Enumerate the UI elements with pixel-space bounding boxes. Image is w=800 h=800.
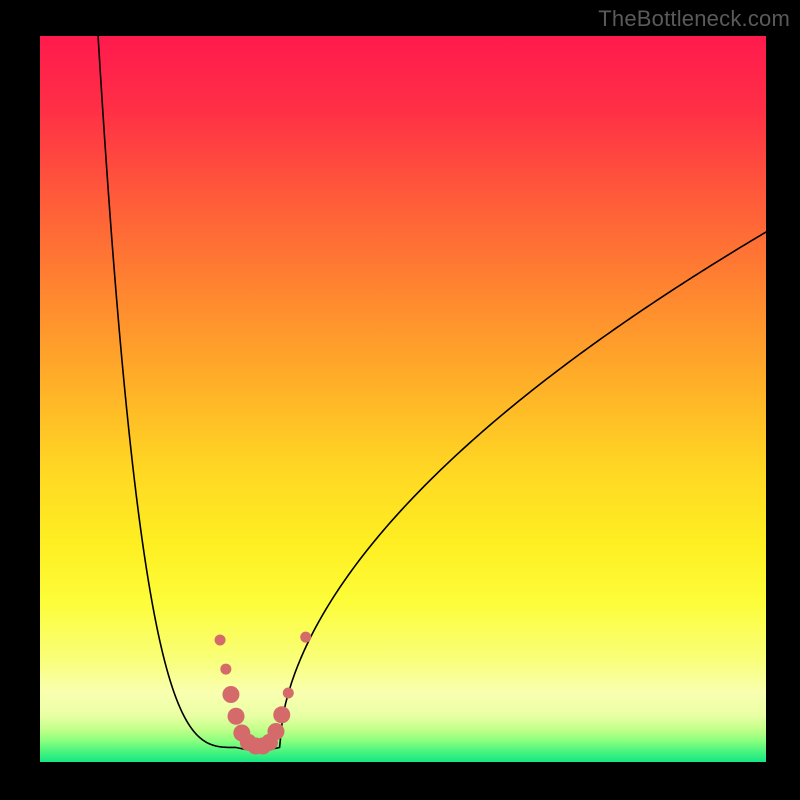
curve-layer (40, 36, 766, 762)
curve-marker (228, 708, 245, 725)
curve-marker (273, 706, 290, 723)
curve-marker (267, 723, 284, 740)
bottleneck-curve (98, 36, 766, 750)
curve-marker (300, 632, 311, 643)
curve-markers (215, 632, 312, 755)
watermark-text: TheBottleneck.com (598, 6, 790, 32)
curve-marker (220, 664, 231, 675)
curve-marker (283, 688, 294, 699)
curve-marker (222, 686, 239, 703)
plot-area (40, 36, 766, 762)
curve-marker (215, 635, 226, 646)
